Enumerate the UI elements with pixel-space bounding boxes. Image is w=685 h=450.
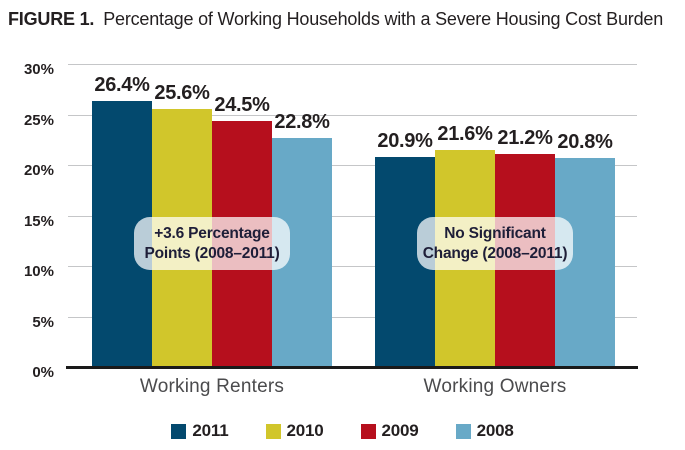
legend-label-2011: 2011 xyxy=(192,421,229,440)
annotation-working-renters: +3.6 Percentage Points (2008–2011) xyxy=(134,217,290,270)
legend-swatch-2011 xyxy=(171,423,187,439)
gridline-20% xyxy=(68,165,637,166)
gridline-15% xyxy=(68,215,637,217)
figure-number-label: FIGURE 1. xyxy=(8,9,95,29)
category-label-working-renters: Working Renters xyxy=(139,376,285,397)
legend: 2011 2010 2009 2008 xyxy=(0,421,685,441)
value-label-2009-working-renters: 24.5% xyxy=(214,93,270,116)
y-tick-label-30%: 30% xyxy=(23,61,54,78)
legend-swatch-2010 xyxy=(265,423,281,439)
legend-item-2008: 2008 xyxy=(455,421,514,441)
legend-label-2009: 2009 xyxy=(381,421,419,440)
legend-item-2010: 2010 xyxy=(265,421,324,441)
annotation-line: +3.6 Percentage xyxy=(154,225,270,242)
x-axis-baseline xyxy=(66,366,638,369)
value-label-2008-working-renters: 22.8% xyxy=(274,110,330,133)
category-label-working-owners: Working Owners xyxy=(423,376,567,397)
y-tick-label-15%: 15% xyxy=(23,212,54,230)
y-tick-label-10%: 10% xyxy=(23,263,54,280)
value-label-2011-working-renters: 26.4% xyxy=(94,74,150,97)
gridline-10% xyxy=(68,266,637,267)
plot-area: 26.4% 25.6% 24.5% 22.8% +3.6 Percentage Point… xyxy=(66,64,638,369)
figure-title-text: Percentage of Working Households with a … xyxy=(103,9,664,29)
value-label-2010-working-owners: 21.6% xyxy=(437,122,493,145)
legend-label-2010: 2010 xyxy=(286,421,324,440)
y-axis: 0% 5% 10% 15% 20% 25% 30% xyxy=(0,61,58,385)
gridline-30% xyxy=(68,64,637,65)
y-tick-label-5%: 5% xyxy=(32,313,54,331)
gridline-5% xyxy=(68,316,637,318)
annotation-line: Points (2008–2011) xyxy=(144,245,280,262)
legend-swatch-2008 xyxy=(455,423,471,439)
annotation-line: Change (2008–2011) xyxy=(422,245,568,262)
y-tick-label-0%: 0% xyxy=(32,364,54,381)
y-tick-label-25%: 25% xyxy=(23,111,54,129)
legend-item-2009: 2009 xyxy=(360,421,419,441)
value-label-2009-working-owners: 21.2% xyxy=(497,126,553,149)
figure-title: FIGURE 1. Percentage of Working Household… xyxy=(8,8,663,30)
legend-swatch-2009 xyxy=(360,423,376,439)
legend-label-2008: 2008 xyxy=(476,421,514,440)
y-tick-label-20%: 20% xyxy=(23,162,54,179)
value-label-2010-working-renters: 25.6% xyxy=(154,82,210,105)
gridline-25% xyxy=(68,114,637,116)
value-label-2008-working-owners: 20.8% xyxy=(557,130,613,153)
annotation-line: No Significant xyxy=(444,225,546,242)
annotation-working-owners: No Significant Change (2008–2011) xyxy=(417,217,573,270)
legend-item-2011: 2011 xyxy=(171,421,229,441)
x-axis: Working Renters Working Owners xyxy=(0,376,685,402)
value-label-2011-working-owners: 20.9% xyxy=(377,129,433,152)
